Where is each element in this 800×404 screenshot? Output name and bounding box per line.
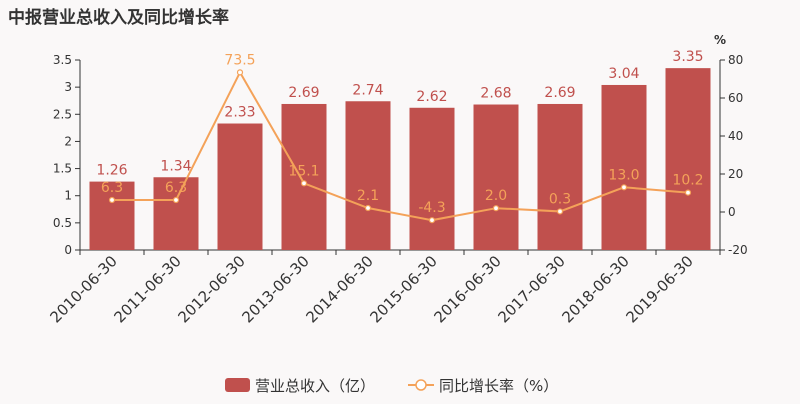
legend-line-label: 同比增长率（%） [439, 377, 558, 395]
line-data-label: 10.2 [672, 173, 703, 189]
y-left-tick-label: 3 [64, 80, 72, 94]
x-tick-label: 2018-06-30 [558, 252, 632, 326]
y-left-tick-label: 2 [64, 134, 72, 148]
x-tick-label: 2014-06-30 [302, 252, 376, 326]
line-data-label: 6.3 [165, 180, 187, 196]
bar-data-label: 1.26 [96, 163, 127, 179]
line-data-label: 13.0 [608, 167, 639, 183]
legend-bar-label: 营业总收入（亿） [255, 377, 375, 395]
legend-line-marker [415, 379, 427, 391]
line-data-label: -4.3 [418, 200, 445, 216]
legend-bar-swatch [225, 378, 250, 392]
line-point [172, 196, 180, 204]
bar-data-label: 2.69 [288, 85, 319, 101]
bar-data-label: 2.62 [416, 89, 447, 105]
bar [153, 177, 199, 250]
line-point [684, 189, 692, 196]
y-left-tick-label: 2.5 [53, 107, 72, 121]
y-left-tick-label: 0 [64, 243, 72, 257]
y-right-unit-label: % [714, 33, 726, 47]
line-point [428, 217, 436, 224]
y-left-tick-label: 1.5 [53, 162, 72, 176]
y-right-tick-label: 0 [728, 205, 736, 219]
line-data-label: 0.3 [549, 191, 571, 207]
y-left-tick-label: 1 [64, 189, 72, 203]
y-right-tick-label: 60 [728, 91, 743, 105]
chart-title: 中报营业总收入及同比增长率 [8, 8, 229, 28]
y-left-tick-label: 3.5 [53, 53, 72, 67]
line-data-label: 73.5 [224, 52, 255, 68]
bar-data-label: 3.35 [672, 49, 703, 65]
bar [665, 68, 711, 251]
line-point [236, 69, 244, 76]
x-tick-label: 2015-06-30 [366, 252, 440, 326]
line-point [620, 184, 628, 191]
x-tick-label: 2011-06-30 [110, 252, 184, 326]
bar-data-label: 2.33 [224, 105, 255, 121]
line-data-label: 6.3 [101, 180, 123, 196]
line-data-label: 15.1 [288, 163, 319, 179]
bar-data-label: 2.68 [480, 86, 511, 102]
bar [89, 181, 135, 250]
y-right-tick-label: 20 [728, 167, 743, 181]
bar [473, 104, 519, 250]
y-right-tick-label: 80 [728, 53, 743, 67]
growth-line [112, 70, 689, 222]
line-data-label: 2.1 [357, 188, 379, 204]
y-right-tick-label: 40 [728, 129, 743, 143]
bar [217, 123, 263, 250]
line-point [108, 196, 116, 204]
bar [409, 107, 455, 251]
bar-data-label: 1.34 [160, 158, 191, 174]
bar [537, 103, 583, 250]
bar-data-label: 2.69 [544, 85, 575, 101]
x-tick-label: 2010-06-30 [46, 252, 120, 326]
x-tick-label: 2012-06-30 [174, 252, 248, 326]
x-tick-label: 2013-06-30 [238, 252, 312, 326]
line-data-label: 2.0 [485, 188, 507, 204]
x-tick-label: 2019-06-30 [622, 252, 696, 326]
bar [345, 101, 391, 250]
bar [601, 84, 647, 250]
y-left-tick-label: 0.5 [53, 216, 72, 230]
x-tick-label: 2016-06-30 [430, 252, 504, 326]
line-point [556, 208, 564, 215]
line-point [364, 204, 372, 212]
bar [281, 103, 327, 250]
y-right-tick-label: -20 [728, 243, 748, 257]
line-point [492, 205, 500, 212]
line-point [300, 180, 308, 187]
x-tick-label: 2017-06-30 [494, 252, 568, 326]
bar-data-label: 2.74 [352, 82, 383, 98]
bar-data-label: 3.04 [608, 66, 639, 82]
